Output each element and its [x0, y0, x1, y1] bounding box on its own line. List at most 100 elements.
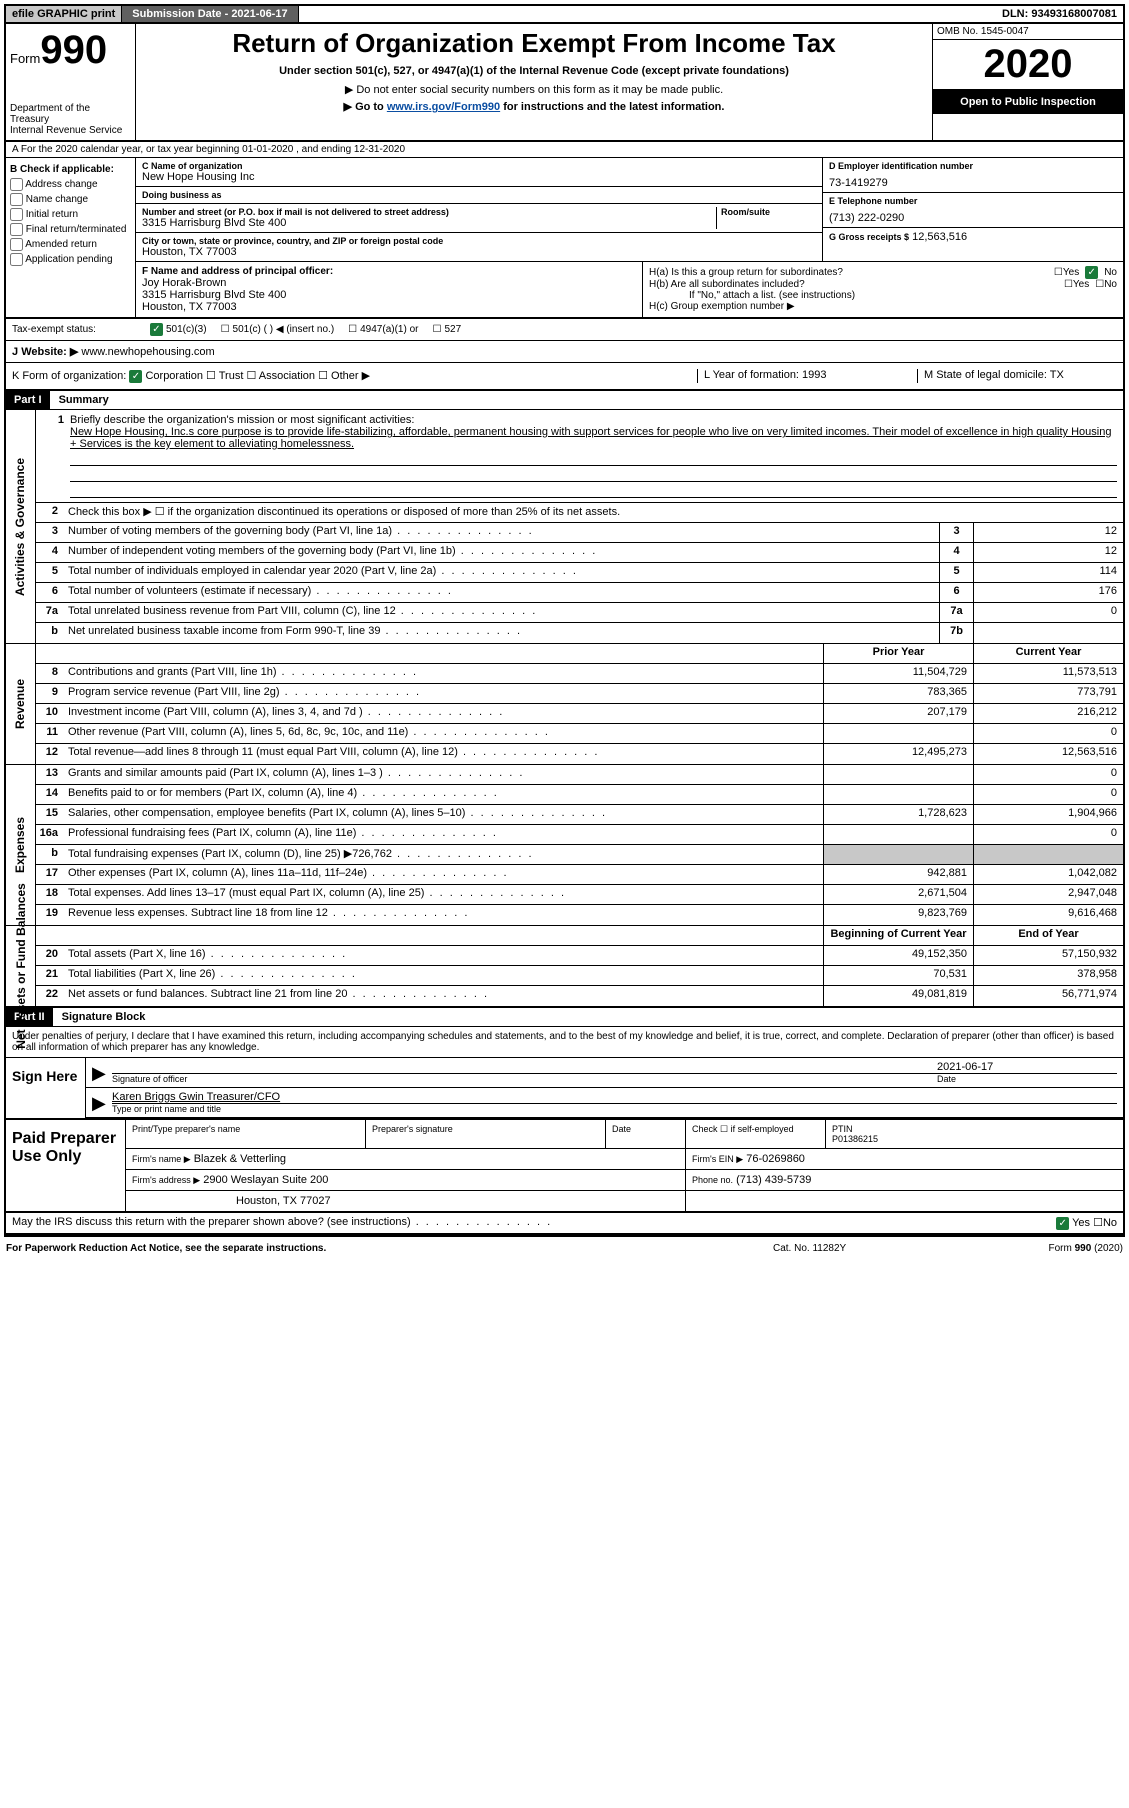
arrow-icon: ▶: [92, 1063, 112, 1084]
chk-initial[interactable]: Initial return: [10, 207, 131, 222]
k-other[interactable]: Other ▶: [331, 370, 370, 382]
info-block: B Check if applicable: Address change Na…: [6, 158, 1123, 319]
chk-name[interactable]: Name change: [10, 192, 131, 207]
table-row: bTotal fundraising expenses (Part IX, co…: [36, 845, 1123, 865]
ha-yes[interactable]: ☐Yes: [1054, 267, 1079, 278]
firm-city: Houston, TX 77027: [126, 1191, 686, 1211]
line2: 2 Check this box ▶ ☐ if the organization…: [36, 503, 1123, 523]
gross-val: 12,563,516: [912, 231, 967, 243]
na-vlabel: Net Assets or Fund Balances: [6, 926, 36, 1006]
te-501c[interactable]: ☐ 501(c) ( ) ◀ (insert no.): [221, 324, 335, 335]
sig-name-label: Type or print name and title: [112, 1103, 1117, 1114]
check-icon: ✓: [150, 323, 163, 336]
phone-val: (713) 222-0290: [829, 212, 1117, 224]
chk-pending[interactable]: Application pending: [10, 252, 131, 267]
form-title: Return of Organization Exempt From Incom…: [140, 28, 928, 59]
h-b: H(b) Are all subordinates included? ☐Yes…: [649, 279, 1117, 290]
chk-amended[interactable]: Amended return: [10, 237, 131, 252]
hb-yes[interactable]: ☐Yes: [1064, 279, 1089, 290]
k-corp-check-icon: ✓: [129, 370, 142, 383]
ag-vlabel: Activities & Governance: [6, 410, 36, 643]
chk-address[interactable]: Address change: [10, 177, 131, 192]
box-deg: D Employer identification number 73-1419…: [823, 158, 1123, 261]
sig-date: 2021-06-17: [937, 1061, 1117, 1073]
mission-text: New Hope Housing, Inc.s core purpose is …: [70, 426, 1111, 450]
firm-ein: 76-0269860: [746, 1153, 805, 1165]
te-4947[interactable]: ☐ 4947(a)(1) or: [348, 324, 418, 335]
open-public: Open to Public Inspection: [933, 90, 1123, 114]
end-year-hdr: End of Year: [973, 926, 1123, 945]
table-row: 5Total number of individuals employed in…: [36, 563, 1123, 583]
submission-date: Submission Date - 2021-06-17: [122, 6, 298, 22]
table-row: 7aTotal unrelated business revenue from …: [36, 603, 1123, 623]
header-sub3: ▶ Go to www.irs.gov/Form990 for instruct…: [140, 100, 928, 113]
box-b: B Check if applicable: Address change Na…: [6, 158, 136, 317]
line2-text: Check this box ▶ ☐ if the organization d…: [64, 503, 1123, 522]
table-row: 3Number of voting members of the governi…: [36, 523, 1123, 543]
preparer-label: Paid Preparer Use Only: [6, 1120, 126, 1211]
firm-addr: 2900 Weslayan Suite 200: [203, 1174, 328, 1186]
h-a: H(a) Is this a group return for subordin…: [649, 266, 1117, 279]
activities-governance-section: Activities & Governance 1 Briefly descri…: [6, 410, 1123, 644]
te-527[interactable]: ☐ 527: [432, 324, 461, 335]
discuss-yes-check-icon: ✓: [1056, 1217, 1069, 1230]
city-val: Houston, TX 77003: [142, 246, 816, 258]
te-501c3[interactable]: ✓ 501(c)(3): [150, 323, 207, 336]
footer-mid: Cat. No. 11282Y: [773, 1243, 973, 1254]
tax-year: 2020: [933, 40, 1123, 90]
officer-addr2: Houston, TX 77003: [142, 301, 636, 313]
rev-vlabel: Revenue: [6, 644, 36, 764]
line1-num: 1: [42, 414, 70, 498]
signature-section: Under penalties of perjury, I declare th…: [6, 1027, 1123, 1120]
chk-final[interactable]: Final return/terminated: [10, 222, 131, 237]
table-row: 8Contributions and grants (Part VIII, li…: [36, 664, 1123, 684]
part1-header: Part I Summary: [6, 391, 1123, 410]
dba-label: Doing business as: [142, 190, 816, 200]
prior-year-hdr: Prior Year: [823, 644, 973, 663]
dept-label: Department of the Treasury Internal Reve…: [10, 103, 131, 136]
header-sub2: ▶ Do not enter social security numbers o…: [140, 83, 928, 96]
form-prefix: Form: [10, 51, 40, 66]
j-label: J: [12, 346, 18, 358]
ptin-val: P01386215: [832, 1134, 878, 1144]
row-a-period: A For the 2020 calendar year, or tax yea…: [6, 142, 1123, 158]
addr-val: 3315 Harrisburg Blvd Ste 400: [142, 217, 716, 229]
begin-year-hdr: Beginning of Current Year: [823, 926, 973, 945]
ha-no-checked-icon: ✓: [1085, 266, 1098, 279]
prep-selfemp[interactable]: Check ☐ if self-employed: [686, 1120, 826, 1148]
row-k: K Form of organization: ✓ Corporation ☐ …: [6, 363, 1123, 391]
irs-link[interactable]: www.irs.gov/Form990: [387, 101, 500, 113]
table-row: 18Total expenses. Add lines 13–17 (must …: [36, 885, 1123, 905]
col-header: Prior Year Current Year: [36, 644, 1123, 664]
table-row: 19Revenue less expenses. Subtract line 1…: [36, 905, 1123, 925]
officer-label: F Name and address of principal officer:: [142, 266, 636, 277]
table-row: 10Investment income (Part VIII, column (…: [36, 704, 1123, 724]
org-name-label: C Name of organization: [142, 161, 816, 171]
table-row: bNet unrelated business taxable income f…: [36, 623, 1123, 643]
row-j: J Website: ▶ www.newhopehousing.com: [6, 341, 1123, 363]
form-page: efile GRAPHIC print Submission Date - 20…: [4, 4, 1125, 1237]
part2-title: Signature Block: [56, 1008, 152, 1026]
revenue-section: Revenue Prior Year Current Year 8Contrib…: [6, 644, 1123, 765]
te-label: Tax-exempt status:: [12, 324, 136, 335]
tax-exempt-row: Tax-exempt status: ✓ 501(c)(3) ☐ 501(c) …: [6, 319, 1123, 341]
arrow-icon: ▶: [92, 1093, 112, 1114]
line-f-h: F Name and address of principal officer:…: [136, 261, 1123, 317]
firm-name-label: Firm's name ▶: [132, 1154, 191, 1164]
table-row: 20Total assets (Part X, line 16)49,152,3…: [36, 946, 1123, 966]
k-assoc[interactable]: Association: [259, 370, 315, 382]
table-row: 14Benefits paid to or for members (Part …: [36, 785, 1123, 805]
sig-name: Karen Briggs Gwin Treasurer/CFO: [112, 1091, 1117, 1103]
ptin-label: PTIN: [832, 1124, 853, 1134]
footer: For Paperwork Reduction Act Notice, see …: [0, 1241, 1129, 1256]
hb-no[interactable]: ☐No: [1095, 279, 1117, 290]
dln-label: DLN: 93493168007081: [996, 6, 1123, 22]
table-row: 13Grants and similar amounts paid (Part …: [36, 765, 1123, 785]
h-c: H(c) Group exemption number ▶: [649, 301, 1117, 312]
ein-val: 73-1419279: [829, 177, 1117, 189]
part2-header: Part II Signature Block: [6, 1008, 1123, 1027]
discuss-row: May the IRS discuss this return with the…: [6, 1213, 1123, 1235]
netassets-section: Net Assets or Fund Balances Beginning of…: [6, 926, 1123, 1008]
discuss-no[interactable]: No: [1103, 1217, 1117, 1229]
k-trust[interactable]: Trust: [219, 370, 244, 382]
